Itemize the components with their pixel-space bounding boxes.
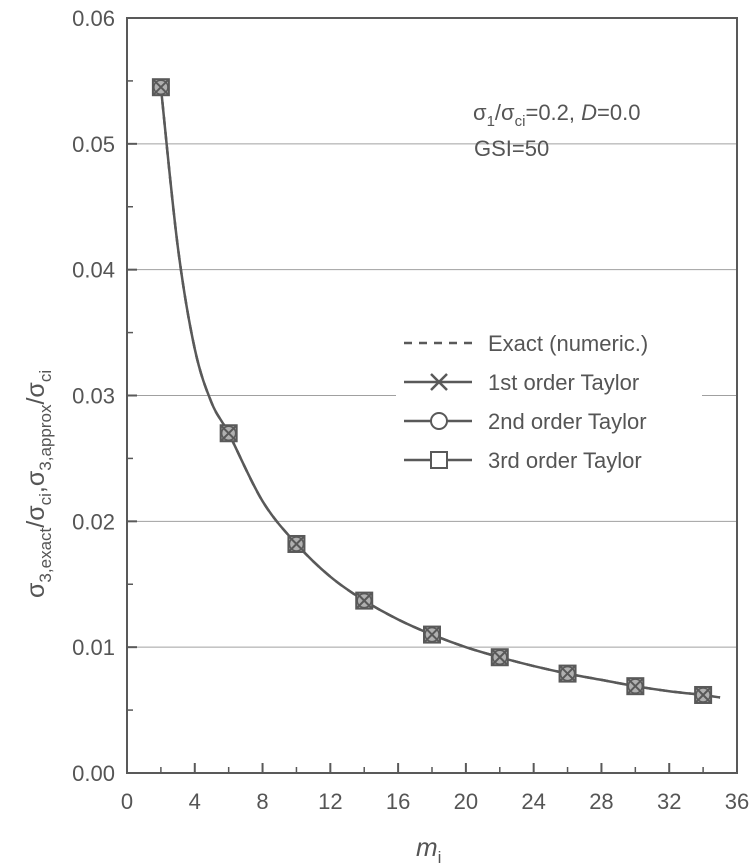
annotation-line-1: σ1/σci=0.2, D=0.0 [473,100,640,130]
y-label-sub-exact: 3,exact [36,527,55,582]
legend: Exact (numeric.) 1st order Taylor 2nd or… [396,322,702,476]
marker-x-b-0 [153,79,169,95]
marker-x-b-3 [356,592,372,609]
anno-sigma-ci: /σ [495,100,515,125]
y-label-sigma-exact: σ [22,582,50,598]
marker-circle-3 [356,592,372,609]
anno-ratio: =0.2, [525,100,581,125]
y-tick-label-3: 0.03 [72,384,115,409]
marker-x-b-2 [288,536,305,552]
anno-sigma-ci-sub: ci [515,113,526,130]
y-tick-label-0: 0.00 [72,761,115,786]
marker-circle-0 [153,79,169,95]
marker-circle-5 [492,649,508,665]
anno-d-symbol: D [581,100,597,125]
marker-circle-6 [559,665,576,682]
marker-x-b-8 [695,687,711,703]
y-label-sigma-approx: σ [22,470,50,486]
marker-x-b-1 [220,425,237,441]
y-tick-label-6: 0.06 [72,6,115,31]
legend-x-marker-icon [430,373,448,391]
x-tick-label-6: 24 [521,789,545,814]
anno-sigma1: σ [473,100,487,125]
y-label-sep-approx: /σ [22,382,50,405]
x-tick-label-8: 32 [657,789,681,814]
anno-d-value: =0.0 [597,100,640,125]
legend-label-first-order: 1st order Taylor [488,370,639,395]
marker-x-b-7 [627,678,644,694]
marker-x-b-4 [424,626,440,643]
x-tick-label-7: 28 [589,789,613,814]
legend-square-marker-icon [430,451,448,469]
legend-label-second-order: 2nd order Taylor [488,409,647,434]
anno-sigma1-sub: 1 [487,113,495,130]
data-markers [151,78,713,704]
y-tick-label-4: 0.04 [72,258,115,283]
x-tick-label-4: 16 [386,789,410,814]
annotation-line-2: GSI=50 [474,136,549,161]
legend-label-third-order: 3rd order Taylor [488,448,642,473]
y-tick-label-2: 0.02 [72,509,115,534]
marker-circle-2 [288,536,305,552]
x-axis-label-main: m [416,832,438,862]
y-axis-label: σ3,exact/σci,σ3,approx/σci [22,370,55,598]
x-axis-label-sub: i [438,848,442,867]
marker-x-b-6 [559,665,576,682]
data-series [159,87,721,699]
y-tick-label-5: 0.05 [72,132,115,157]
marker-circle-4 [424,626,440,643]
y-label-ci-exact: ci [36,493,55,505]
y-tick-label-1: 0.01 [72,635,115,660]
x-tick-label-5: 20 [454,789,478,814]
x-axis-ticks: 0 4 8 12 16 20 24 28 32 36 [121,763,749,814]
y-label-ci-approx: ci [36,370,55,382]
x-tick-label-0: 0 [121,789,133,814]
y-label-sub-approx: 3,approx [36,404,55,471]
marker-circle-8 [695,687,711,703]
y-label-comma: , [22,486,50,493]
y-label-sep-exact: /σ [22,505,50,528]
x-axis-label: mi [416,832,441,867]
y-axis-ticks: 0.00 0.01 0.02 0.03 0.04 0.05 0.06 [72,6,137,786]
x-tick-label-9: 36 [725,789,749,814]
legend-background [396,322,702,476]
x-tick-label-3: 12 [318,789,342,814]
marker-circle-1 [220,425,237,441]
legend-label-exact: Exact (numeric.) [488,331,648,356]
series-exact-line [159,87,721,699]
x-tick-label-1: 4 [189,789,201,814]
marker-circle-7 [627,678,644,694]
marker-x-b-5 [492,649,508,665]
x-tick-label-2: 8 [256,789,268,814]
legend-circle-marker-icon [430,412,448,430]
